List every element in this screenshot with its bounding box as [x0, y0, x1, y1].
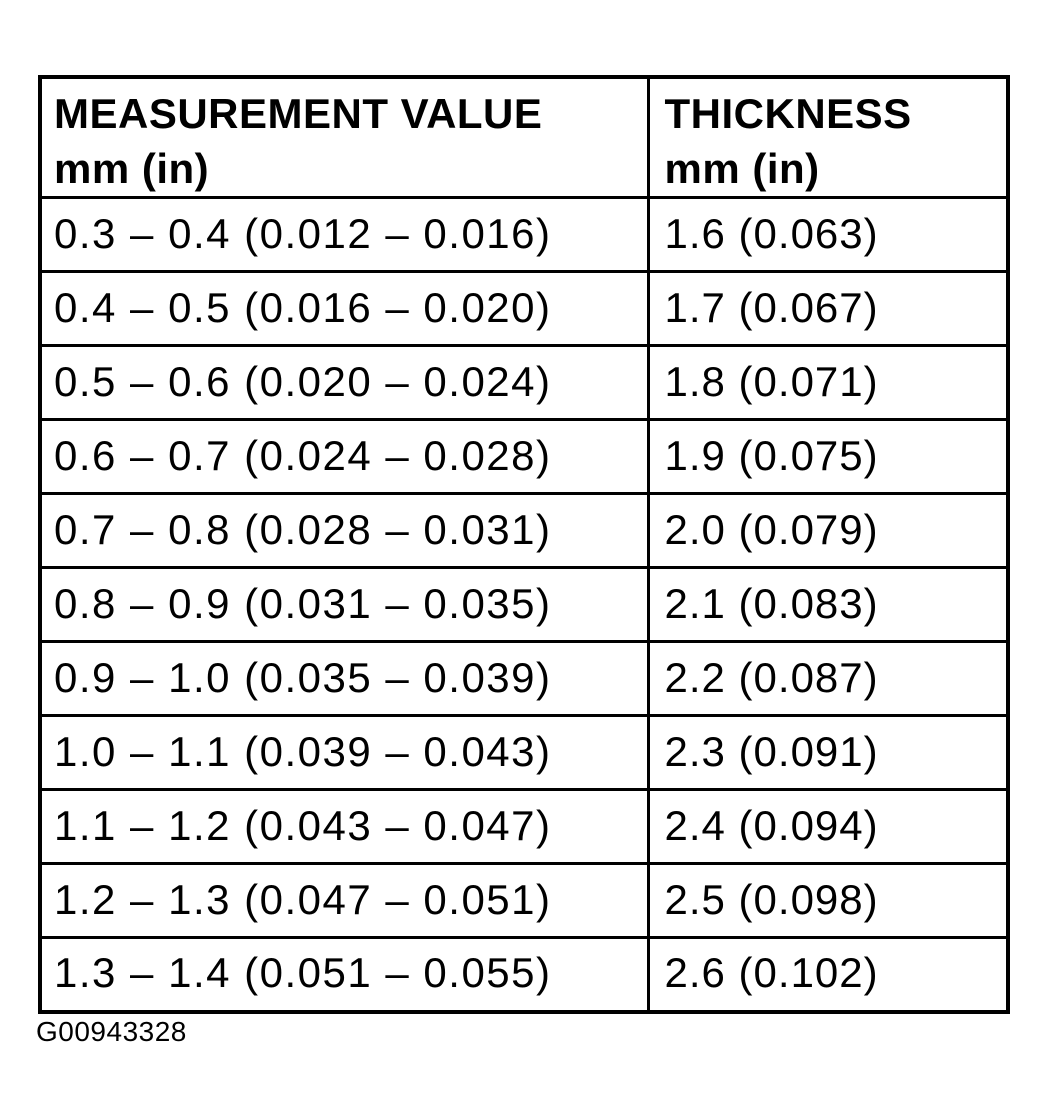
header-title: MEASUREMENT VALUE [54, 90, 543, 137]
thickness-cell: 2.3 (0.091) [646, 714, 1010, 792]
figure-code: G00943328 [36, 1016, 187, 1047]
header-unit: mm (in) [664, 144, 820, 192]
thickness-cell: 2.2 (0.087) [646, 640, 1010, 718]
measurement-cell: 0.3 – 0.4 (0.012 – 0.016) [38, 196, 650, 274]
table-row: 0.3 – 0.4 (0.012 – 0.016) 1.6 (0.063) [38, 196, 1010, 274]
thickness-cell: 1.9 (0.075) [646, 418, 1010, 496]
thickness-cell: 2.6 (0.102) [646, 936, 1010, 1014]
thickness-cell: 2.1 (0.083) [646, 566, 1010, 644]
measurement-cell: 0.7 – 0.8 (0.028 – 0.031) [38, 492, 650, 570]
thickness-cell: 1.6 (0.063) [646, 196, 1010, 274]
measurement-cell: 1.1 – 1.2 (0.043 – 0.047) [38, 788, 650, 866]
thickness-cell: 1.8 (0.071) [646, 344, 1010, 422]
table-row: 1.1 – 1.2 (0.043 – 0.047) 2.4 (0.094) [38, 788, 1010, 866]
measurement-cell: 1.2 – 1.3 (0.047 – 0.051) [38, 862, 650, 940]
table-row: 0.6 – 0.7 (0.024 – 0.028) 1.9 (0.075) [38, 418, 1010, 496]
measurement-cell: 0.8 – 0.9 (0.031 – 0.035) [38, 566, 650, 644]
thickness-cell: 2.0 (0.079) [646, 492, 1010, 570]
measurement-cell: 1.0 – 1.1 (0.039 – 0.043) [38, 714, 650, 792]
thickness-cell: 2.4 (0.094) [646, 788, 1010, 866]
measurement-cell: 0.5 – 0.6 (0.020 – 0.024) [38, 344, 650, 422]
measurement-cell: 0.9 – 1.0 (0.035 – 0.039) [38, 640, 650, 718]
table-row: 0.8 – 0.9 (0.031 – 0.035) 2.1 (0.083) [38, 566, 1010, 644]
table-row: 0.7 – 0.8 (0.028 – 0.031) 2.0 (0.079) [38, 492, 1010, 570]
table-row: 0.9 – 1.0 (0.035 – 0.039) 2.2 (0.087) [38, 640, 1010, 718]
thickness-cell: 2.5 (0.098) [646, 862, 1010, 940]
measurement-cell: 0.6 – 0.7 (0.024 – 0.028) [38, 418, 650, 496]
header-unit: mm (in) [54, 144, 210, 192]
thickness-conversion-table: MEASUREMENT VALUE mm (in) THICKNESS mm (… [38, 75, 1010, 1014]
table-row: 0.4 – 0.5 (0.016 – 0.020) 1.7 (0.067) [38, 270, 1010, 348]
table-row: 0.5 – 0.6 (0.020 – 0.024) 1.8 (0.071) [38, 344, 1010, 422]
table-row: 1.0 – 1.1 (0.039 – 0.043) 2.3 (0.091) [38, 714, 1010, 792]
thickness-header: THICKNESS mm (in) [646, 75, 1010, 200]
header-title: THICKNESS [664, 90, 912, 137]
measurement-cell: 1.3 – 1.4 (0.051 – 0.055) [38, 936, 650, 1014]
measurement-value-header: MEASUREMENT VALUE mm (in) [38, 75, 650, 200]
measurement-cell: 0.4 – 0.5 (0.016 – 0.020) [38, 270, 650, 348]
table-header-row: MEASUREMENT VALUE mm (in) THICKNESS mm (… [38, 75, 1010, 200]
table-row: 1.2 – 1.3 (0.047 – 0.051) 2.5 (0.098) [38, 862, 1010, 940]
table-row: 1.3 – 1.4 (0.051 – 0.055) 2.6 (0.102) [38, 936, 1010, 1014]
thickness-cell: 1.7 (0.067) [646, 270, 1010, 348]
